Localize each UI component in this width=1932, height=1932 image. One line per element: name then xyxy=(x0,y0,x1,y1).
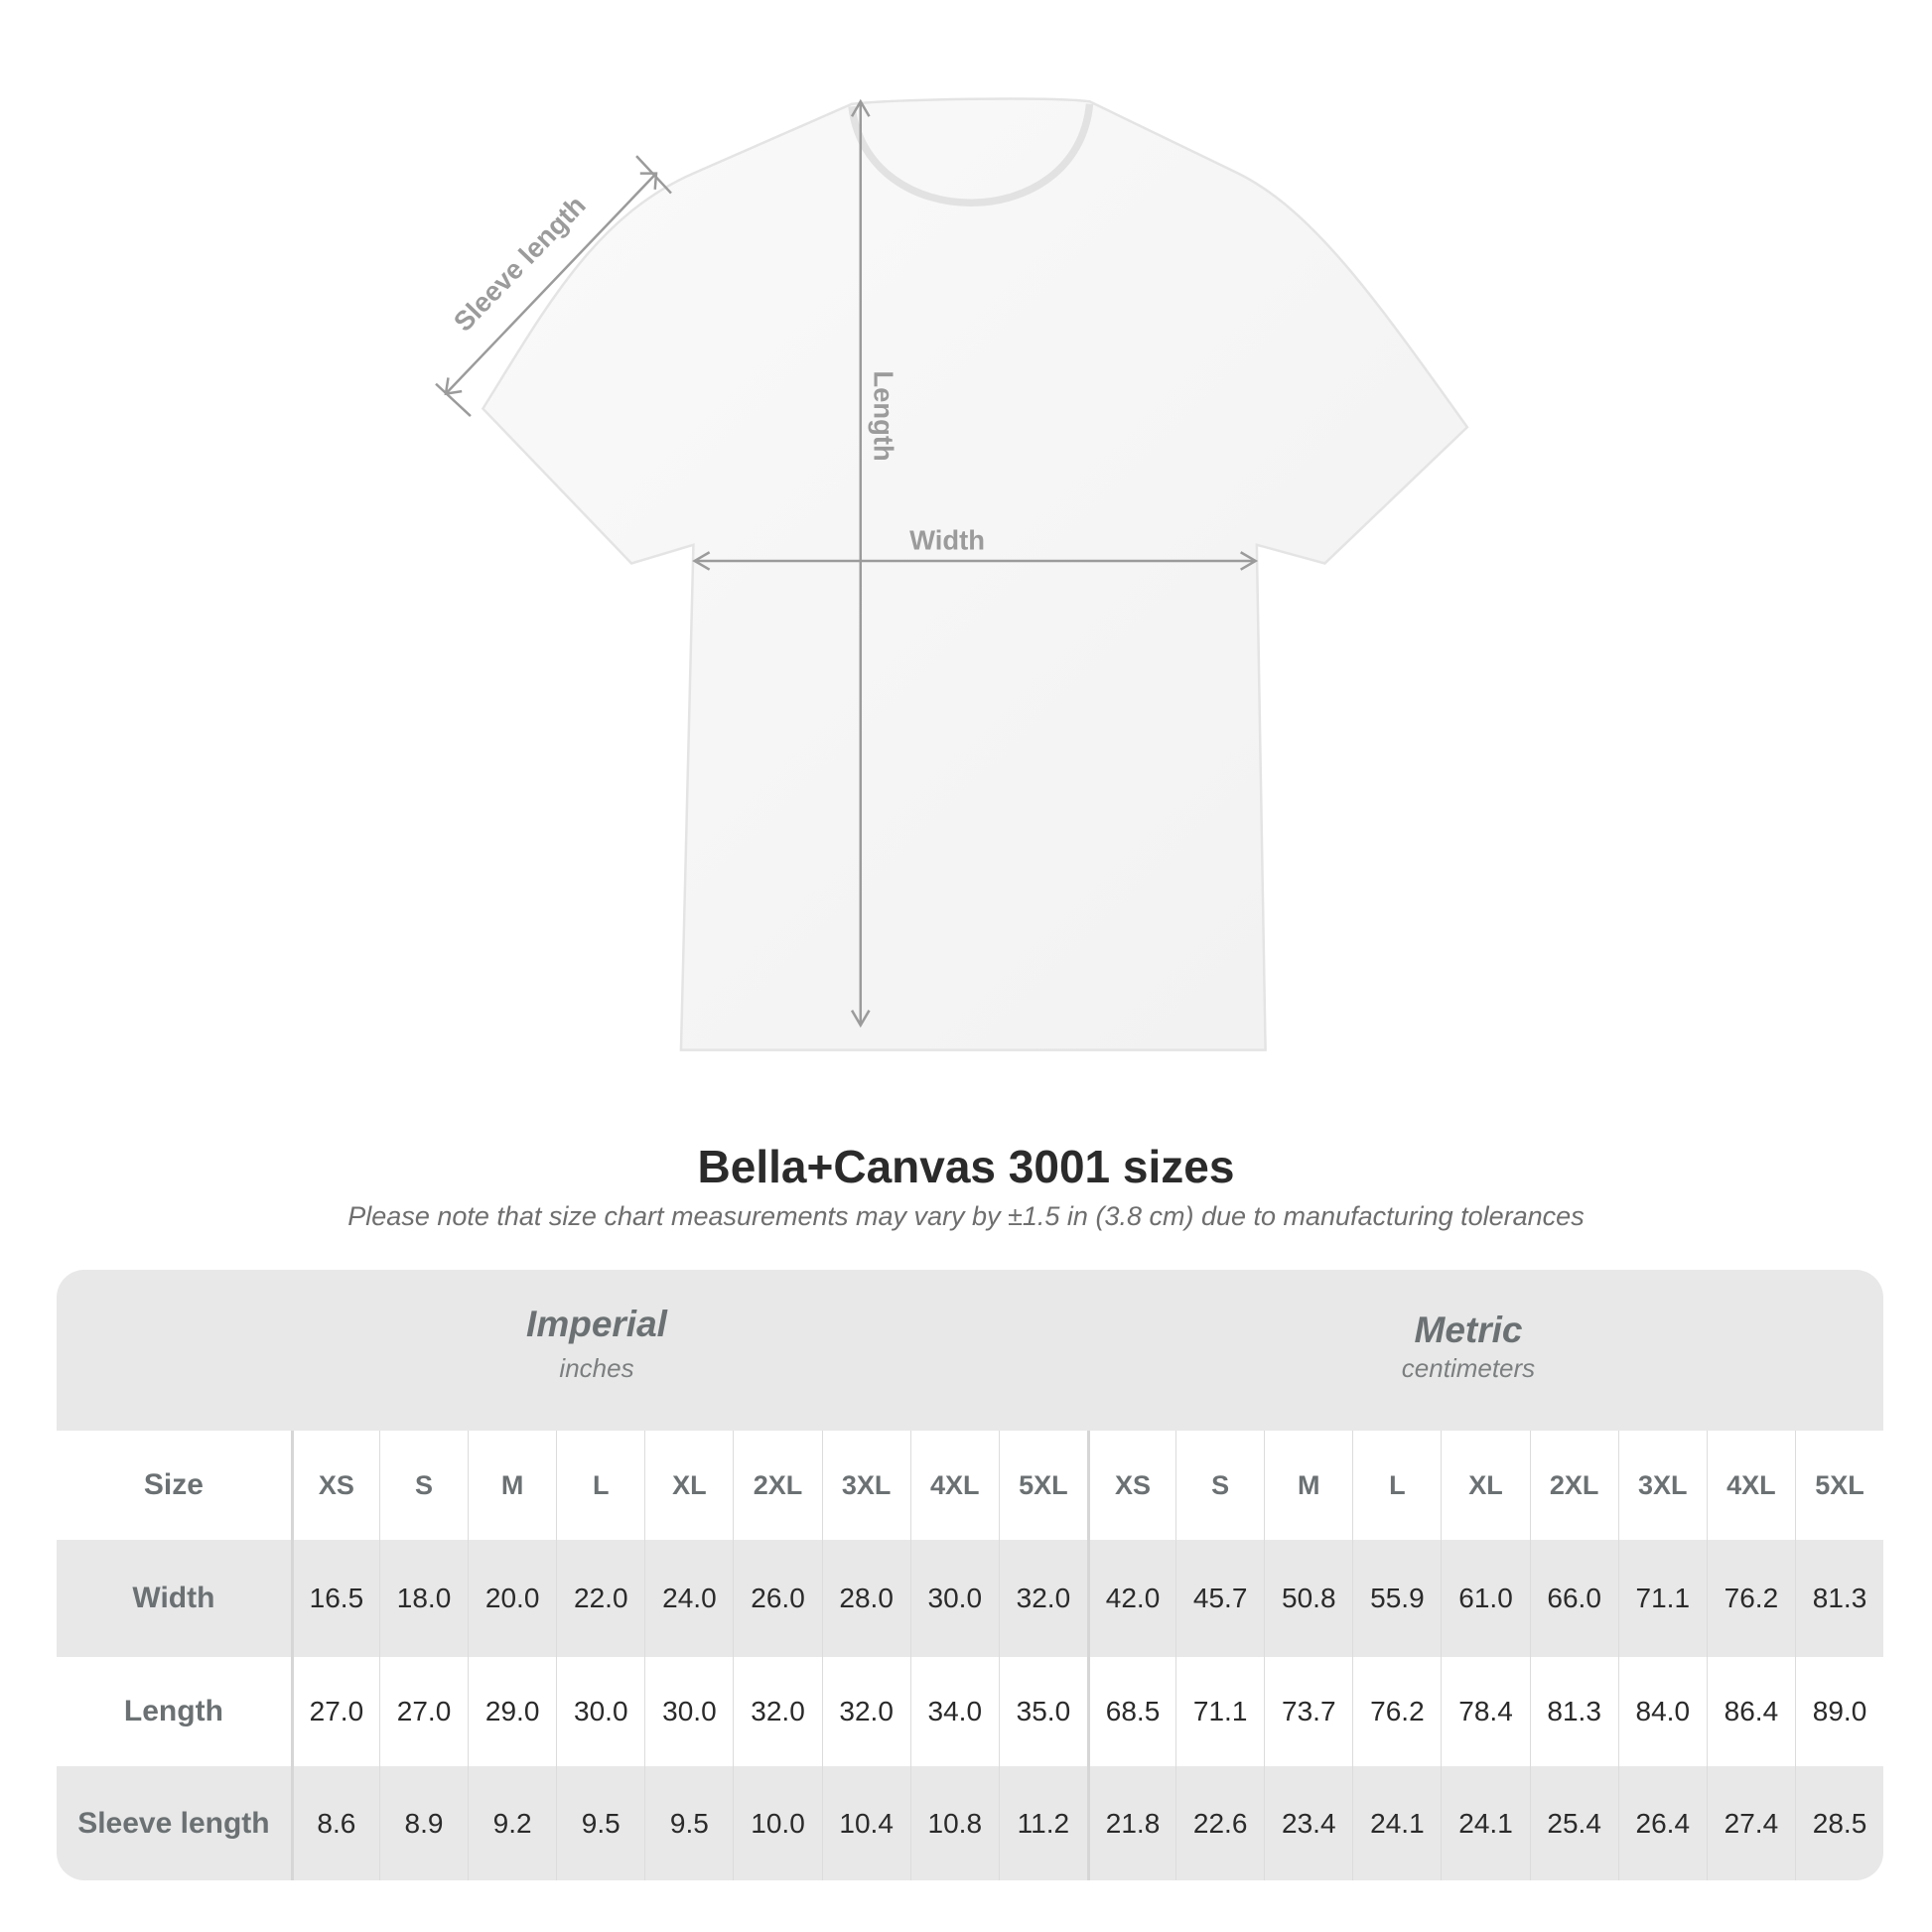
tshirt-collar xyxy=(848,103,1094,207)
size-header-cell: 5XL xyxy=(998,1431,1087,1540)
value-cell: 30.0 xyxy=(644,1657,733,1766)
value-cell: 21.8 xyxy=(1086,1766,1175,1880)
size-header-cell: S xyxy=(1175,1431,1264,1540)
value-cell: 76.2 xyxy=(1352,1657,1441,1766)
size-header-cell: 4XL xyxy=(909,1431,999,1540)
value-cell: 29.0 xyxy=(468,1657,556,1766)
value-cell: 26.4 xyxy=(1617,1766,1707,1880)
size-header-cell: XS xyxy=(1086,1431,1175,1540)
size-header-cell: 3XL xyxy=(1617,1431,1707,1540)
value-cell: 24.1 xyxy=(1352,1766,1441,1880)
value-cell: 8.6 xyxy=(290,1766,379,1880)
page-title: Bella+Canvas 3001 sizes xyxy=(697,1141,1235,1192)
size-header-cell: 3XL xyxy=(821,1431,910,1540)
size-header-row: Size XS S M L XL 2XL 3XL 4XL 5XL XS S M L XL 2XL 3XL 4XL 5… xyxy=(57,1431,1883,1540)
value-cell: 28.5 xyxy=(1794,1766,1883,1880)
metric-unit: centimeters xyxy=(1401,1353,1536,1383)
header-band xyxy=(57,1270,1883,1431)
size-header-cell: XL xyxy=(1441,1431,1529,1540)
size-header-cell: M xyxy=(1264,1431,1352,1540)
value-cell: 86.4 xyxy=(1706,1657,1795,1766)
table-row: Width 16.5 18.0 20.0 22.0 24.0 26.0 28.0 30.0 32.… xyxy=(57,1540,1883,1657)
value-cell: 81.3 xyxy=(1529,1657,1618,1766)
size-header-cell: S xyxy=(378,1431,468,1540)
value-cell: 24.1 xyxy=(1441,1766,1529,1880)
value-cell: 55.9 xyxy=(1352,1540,1441,1657)
size-header-cell: 4XL xyxy=(1706,1431,1795,1540)
value-cell: 32.0 xyxy=(821,1657,910,1766)
row-label: Width xyxy=(132,1582,215,1614)
value-cell: 50.8 xyxy=(1264,1540,1352,1657)
imperial-unit: inches xyxy=(559,1353,634,1383)
metric-header: Metric centimeters xyxy=(1171,1310,1766,1384)
imperial-header: Imperial inches xyxy=(299,1304,895,1384)
value-cell: 89.0 xyxy=(1794,1657,1883,1766)
size-header-cell: XL xyxy=(644,1431,733,1540)
value-cell: 20.0 xyxy=(468,1540,556,1657)
value-cell: 23.4 xyxy=(1264,1766,1352,1880)
value-cell: 71.1 xyxy=(1175,1657,1264,1766)
size-table: Imperial inches Metric centimeters Size X… xyxy=(57,1270,1883,1880)
value-cell: 16.5 xyxy=(290,1540,379,1657)
value-cell: 22.0 xyxy=(556,1540,644,1657)
value-cell: 32.0 xyxy=(733,1657,821,1766)
size-header-cell: L xyxy=(556,1431,644,1540)
value-cell: 78.4 xyxy=(1441,1657,1529,1766)
value-cell: 28.0 xyxy=(821,1540,910,1657)
size-header-cell: L xyxy=(1352,1431,1441,1540)
value-cell: 27.0 xyxy=(378,1657,468,1766)
value-cell: 24.0 xyxy=(644,1540,733,1657)
value-cell: 18.0 xyxy=(378,1540,468,1657)
value-cell: 10.8 xyxy=(909,1766,999,1880)
value-cell: 25.4 xyxy=(1529,1766,1618,1880)
value-cell: 81.3 xyxy=(1794,1540,1883,1657)
value-cell: 73.7 xyxy=(1264,1657,1352,1766)
value-cell: 42.0 xyxy=(1086,1540,1175,1657)
value-cell: 8.9 xyxy=(378,1766,468,1880)
value-cell: 35.0 xyxy=(998,1657,1087,1766)
sleeve-line xyxy=(445,172,657,395)
size-header-cell: XS xyxy=(290,1431,379,1540)
value-cell: 76.2 xyxy=(1706,1540,1795,1657)
tshirt-shape xyxy=(481,97,1469,1051)
imperial-title: Imperial xyxy=(526,1304,667,1344)
value-cell: 27.0 xyxy=(290,1657,379,1766)
value-cell: 84.0 xyxy=(1617,1657,1707,1766)
table-row: Length 27.0 27.0 29.0 30.0 30.0 32.0 32.0 34.0 35… xyxy=(57,1657,1883,1766)
value-cell: 61.0 xyxy=(1441,1540,1529,1657)
value-cell: 34.0 xyxy=(909,1657,999,1766)
table-row: Sleeve length 8.6 8.9 9.2 9.5 9.5 10.0 10.4 10.8… xyxy=(57,1766,1883,1880)
width-label: Width xyxy=(909,525,985,556)
value-cell: 68.5 xyxy=(1086,1657,1175,1766)
value-cell: 66.0 xyxy=(1529,1540,1618,1657)
size-header-cell: 2XL xyxy=(1529,1431,1618,1540)
value-cell: 9.2 xyxy=(468,1766,556,1880)
length-label: Length xyxy=(868,370,898,461)
value-cell: 45.7 xyxy=(1175,1540,1264,1657)
value-cell: 27.4 xyxy=(1706,1766,1795,1880)
value-cell: 11.2 xyxy=(998,1766,1087,1880)
value-cell: 71.1 xyxy=(1617,1540,1707,1657)
value-cell: 26.0 xyxy=(733,1540,821,1657)
size-header-cell: M xyxy=(468,1431,556,1540)
metric-title: Metric xyxy=(1414,1310,1523,1350)
value-cell: 10.0 xyxy=(733,1766,821,1880)
row-label: Length xyxy=(123,1695,223,1727)
tolerance-note: Please note that size chart measurements… xyxy=(347,1201,1585,1231)
row-label: Size xyxy=(143,1468,204,1501)
value-cell: 30.0 xyxy=(556,1657,644,1766)
row-label: Sleeve length xyxy=(77,1806,270,1840)
value-cell: 32.0 xyxy=(998,1540,1087,1657)
value-cell: 10.4 xyxy=(821,1766,910,1880)
value-cell: 9.5 xyxy=(556,1766,644,1880)
size-header-cell: 5XL xyxy=(1794,1431,1883,1540)
tshirt-diagram: Sleeve length Length Width xyxy=(435,97,1469,1051)
value-cell: 9.5 xyxy=(644,1766,733,1880)
value-cell: 22.6 xyxy=(1175,1766,1264,1880)
value-cell: 30.0 xyxy=(909,1540,999,1657)
size-header-cell: 2XL xyxy=(733,1431,821,1540)
